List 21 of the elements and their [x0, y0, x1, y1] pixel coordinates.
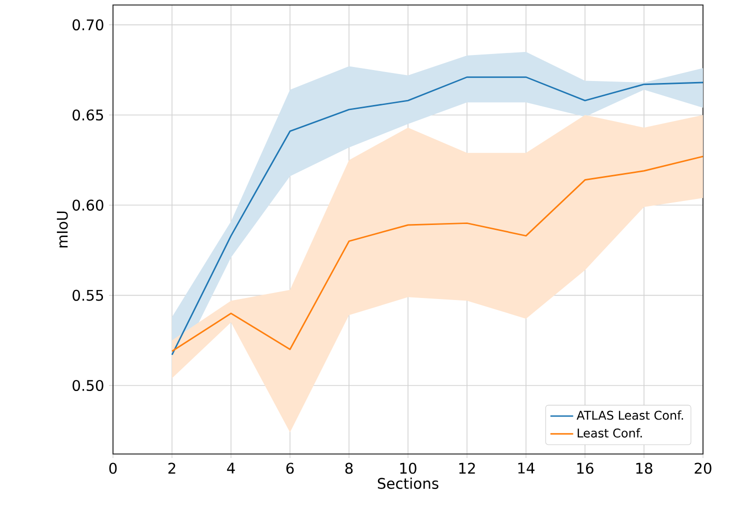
x-tick-label: 10 — [400, 462, 416, 474]
y-axis-title: mIoU — [56, 212, 68, 248]
x-tick-label: 20 — [694, 462, 712, 474]
y-tick-label: 0.70 — [72, 19, 104, 30]
x-tick-label: 6 — [286, 462, 294, 474]
y-tick-label: 0.55 — [72, 290, 104, 301]
x-tick-label: 2 — [168, 462, 176, 474]
x-tick-label: 4 — [227, 462, 235, 474]
legend-label: Least Conf. — [578, 428, 642, 438]
x-axis-title: Sections — [378, 478, 438, 489]
y-tick-label: 0.60 — [72, 200, 104, 211]
x-tick-label: 18 — [636, 462, 652, 474]
x-tick-label: 14 — [518, 462, 535, 474]
x-tick-label: 16 — [577, 462, 594, 474]
line-series — [171, 156, 704, 352]
legend-label: ATLAS Least Conf. — [576, 410, 683, 420]
x-tick-label: 12 — [459, 462, 475, 474]
x-tick-label: 0 — [109, 462, 117, 474]
x-tick-label: 8 — [345, 462, 353, 474]
y-tick-label: 0.50 — [72, 380, 104, 392]
y-tick-label: 0.65 — [72, 109, 104, 121]
